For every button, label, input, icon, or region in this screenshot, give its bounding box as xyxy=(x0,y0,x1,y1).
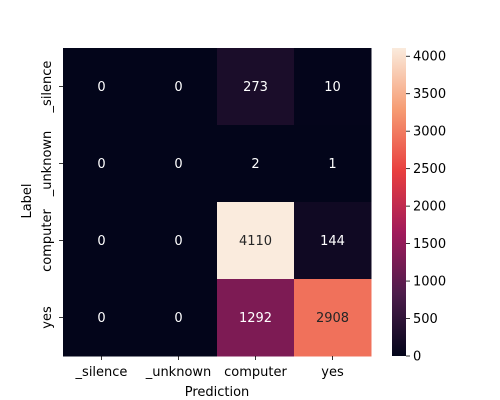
x-tick-label: _unknown xyxy=(145,365,212,380)
y-tick-label: computer xyxy=(40,209,55,272)
heatmap-cell xyxy=(63,279,141,357)
cell-value-label: 0 xyxy=(97,311,105,326)
x-tick-label: computer xyxy=(224,365,287,380)
heatmap-cell xyxy=(217,279,295,357)
cell-value-label: 0 xyxy=(174,234,182,249)
colorbar-tick-label: 1000 xyxy=(413,275,446,290)
heatmap-cell xyxy=(217,125,295,203)
heatmap-cell xyxy=(140,279,218,357)
cell-value-label: 0 xyxy=(97,234,105,249)
cell-value-label: 2908 xyxy=(316,311,349,326)
heatmap-cells xyxy=(63,48,372,357)
x-tick-label: _silence xyxy=(75,365,128,380)
cell-value-label: 1 xyxy=(328,157,336,172)
heatmap-cell xyxy=(140,202,218,280)
y-axis-label: Label xyxy=(20,183,35,218)
colorbar-tick-label: 3000 xyxy=(413,125,446,140)
cell-value-label: 4110 xyxy=(239,234,272,249)
cell-value-label: 1292 xyxy=(239,311,272,326)
heatmap-cell xyxy=(140,48,218,126)
x-axis-label: Prediction xyxy=(185,385,250,400)
cell-value-label: 0 xyxy=(174,157,182,172)
cell-value-label: 144 xyxy=(320,234,345,249)
x-axis: _silence _unknown computer yes xyxy=(75,356,344,380)
heatmap-cell xyxy=(217,48,295,126)
heatmap-cell xyxy=(217,202,295,280)
cell-value-label: 0 xyxy=(97,80,105,95)
colorbar-tick-label: 0 xyxy=(413,350,421,365)
colorbar-gradient xyxy=(392,48,406,356)
heatmap-cell xyxy=(294,202,372,280)
colorbar: 0 500 1000 1500 2000 2500 3000 3500 4000 xyxy=(392,48,446,365)
y-tick-label: yes xyxy=(40,306,55,329)
heatmap-cell xyxy=(140,125,218,203)
heatmap-cell xyxy=(294,279,372,357)
heatmap-cell xyxy=(63,48,141,126)
heatmap-cell xyxy=(294,48,372,126)
cell-value-label: 0 xyxy=(97,157,105,172)
cell-value-label: 2 xyxy=(251,157,259,172)
y-tick-label: _unknown xyxy=(40,131,55,198)
colorbar-tick-label: 2500 xyxy=(413,162,446,177)
y-axis: _silence _unknown computer yes xyxy=(40,61,63,329)
heatmap-cell xyxy=(294,125,372,203)
cell-value-label: 0 xyxy=(174,311,182,326)
y-tick-label: _silence xyxy=(40,61,55,114)
colorbar-tick-label: 4000 xyxy=(413,50,446,65)
cell-value-label: 0 xyxy=(174,80,182,95)
heatmap-cell xyxy=(63,202,141,280)
cell-value-label: 273 xyxy=(243,80,268,95)
colorbar-tick-label: 1500 xyxy=(413,237,446,252)
heatmap-cell xyxy=(63,125,141,203)
cell-value-label: 10 xyxy=(324,80,341,95)
colorbar-tick-label: 2000 xyxy=(413,200,446,215)
colorbar-tick-label: 3500 xyxy=(413,87,446,102)
colorbar-tick-label: 500 xyxy=(413,312,438,327)
x-tick-label: yes xyxy=(321,365,344,380)
